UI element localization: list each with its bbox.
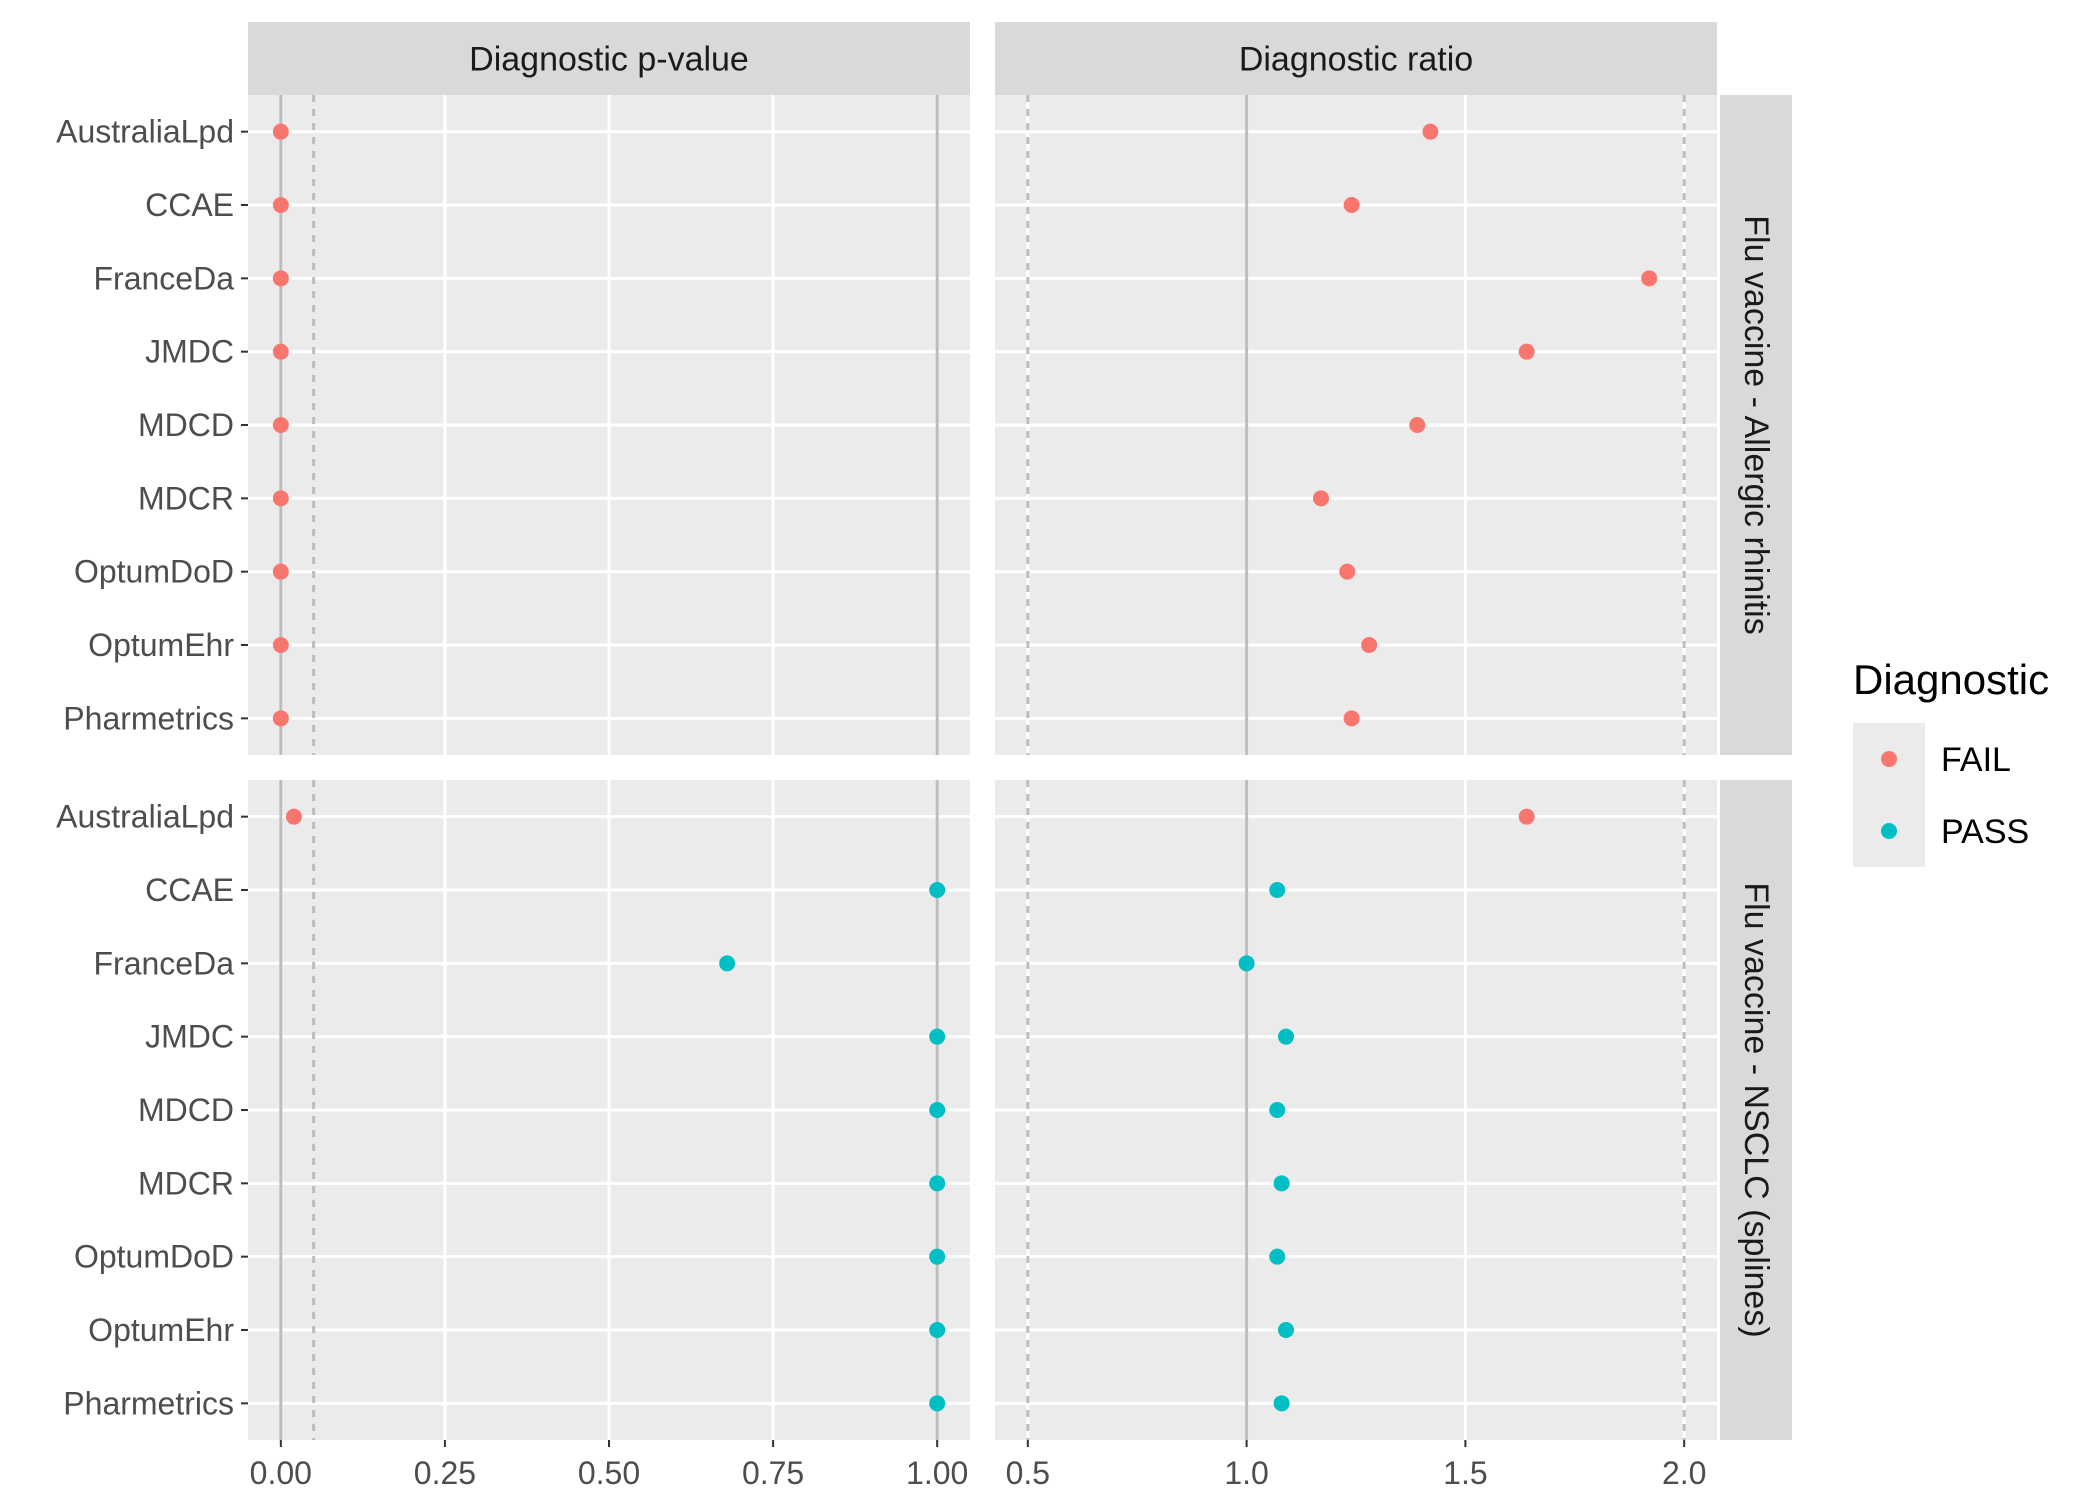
data-point-franceda (1641, 270, 1658, 287)
data-point-franceda (272, 270, 289, 287)
data-point-mdcr (272, 490, 289, 507)
data-point-optumehr (929, 1322, 946, 1338)
y-tick-label-ccae: CCAE (145, 187, 234, 223)
legend-label-pass: PASS (1941, 813, 2029, 851)
data-point-optumehr (1361, 637, 1378, 653)
data-point-mdcd (1409, 417, 1426, 433)
points-r0-c1 (1312, 123, 1658, 727)
y-tick-label-australialpd: AustraliaLpd (56, 114, 234, 150)
y-tick-label-optumdod: OptumDoD (74, 554, 234, 590)
data-point-mdcr (1273, 1175, 1290, 1192)
data-point-pharmetrics (1343, 710, 1360, 727)
points-r1-c1 (1238, 808, 1535, 1412)
panels (248, 95, 1717, 1440)
panel-r0-c0 (248, 95, 970, 755)
y-tick-label-mdcr: MDCR (138, 1165, 234, 1201)
data-point-optumdod (1269, 1248, 1286, 1265)
panel-r1-c0 (248, 780, 970, 1440)
legend: Diagnostic FAIL PASS (1853, 656, 2049, 867)
x-tick-label: 0.75 (742, 1455, 804, 1491)
row-strip-background (1720, 780, 1792, 1440)
x-tick-label: 1.5 (1443, 1455, 1487, 1491)
x-axis-labels: 0.00 0.25 0.50 0.75 1.00 0.5 1.0 1.5 2.0 (250, 1440, 1706, 1491)
points-r1-c0 (285, 808, 946, 1412)
data-point-pharmetrics (929, 1395, 946, 1412)
y-axis-labels: AustraliaLpd CCAE FranceDa JMDC MDCD MDCR Optu… (56, 114, 248, 1421)
panel-r0-c1 (995, 95, 1717, 755)
panel-r1-c1 (995, 780, 1717, 1440)
data-point-ccae (1343, 197, 1360, 213)
x-tick-label: 1.0 (1224, 1455, 1268, 1491)
x-tick-label: 0.25 (414, 1455, 476, 1491)
y-tick-label-australialpd: AustraliaLpd (56, 799, 234, 835)
data-point-mdcd (272, 417, 289, 433)
y-tick-label-mdcr: MDCR (138, 480, 234, 516)
y-tick-label-mdcd: MDCD (138, 407, 234, 443)
data-point-optumehr (1277, 1322, 1294, 1338)
y-tick-label-pharmetrics: Pharmetrics (63, 1385, 234, 1421)
legend-key-fail (1881, 751, 1897, 767)
x-tick-label: 2.0 (1662, 1455, 1706, 1491)
legend-key-pass (1881, 823, 1897, 839)
data-point-jmdc (1277, 1028, 1294, 1045)
y-tick-label-optumdod: OptumDoD (74, 1239, 234, 1275)
data-point-australialpd (1518, 808, 1535, 825)
data-point-ccae (929, 882, 946, 898)
y-tick-label-mdcd: MDCD (138, 1092, 234, 1128)
row-strip-background (1720, 95, 1792, 755)
column-strip-background (995, 22, 1717, 95)
data-point-jmdc (1518, 343, 1535, 360)
data-point-australialpd (1422, 123, 1439, 140)
legend-label-fail: FAIL (1941, 741, 2011, 779)
data-point-australialpd (285, 808, 302, 825)
column-strip-background (248, 22, 970, 95)
data-point-ccae (272, 197, 289, 213)
data-point-optumehr (272, 637, 289, 653)
y-tick-label-pharmetrics: Pharmetrics (63, 700, 234, 736)
data-point-optumdod (929, 1248, 946, 1265)
points-r0-c0 (272, 123, 289, 727)
x-tick-label: 1.00 (906, 1455, 968, 1491)
y-tick-label-optumehr: OptumEhr (88, 1312, 234, 1348)
x-tick-label: 0.50 (578, 1455, 640, 1491)
data-point-franceda (1238, 955, 1255, 972)
data-point-pharmetrics (272, 710, 289, 727)
data-point-jmdc (272, 343, 289, 360)
y-tick-label-optumehr: OptumEhr (88, 627, 234, 663)
data-point-mdcd (1269, 1102, 1286, 1118)
x-tick-label: 0.5 (1006, 1455, 1050, 1491)
data-point-franceda (719, 955, 736, 972)
y-tick-label-ccae: CCAE (145, 872, 234, 908)
y-tick-label-franceda: FranceDa (94, 945, 235, 981)
legend-title: Diagnostic (1853, 656, 2049, 703)
column-strip-label-diagnostic-p-value: Diagnostic p-value (469, 41, 749, 79)
y-tick-label-jmdc: JMDC (145, 1019, 234, 1055)
x-tick-label: 0.00 (250, 1455, 312, 1491)
row-strip-label-flu-vaccine-nsclc-splines: Flu vaccine - NSCLC (splines) (1737, 882, 1775, 1337)
facet-strips: Diagnostic p-value Diagnostic ratio Flu va… (248, 22, 1792, 1440)
legend-key-background (1853, 723, 1925, 867)
y-tick-label-franceda: FranceDa (94, 260, 235, 296)
data-point-australialpd (272, 123, 289, 140)
data-point-pharmetrics (1273, 1395, 1290, 1412)
data-point-mdcr (929, 1175, 946, 1192)
row-strip-label-flu-vaccine-allergic-rhinitis: Flu vaccine - Allergic rhinitis (1737, 215, 1775, 634)
data-point-mdcd (929, 1102, 946, 1118)
column-strip-label-diagnostic-ratio: Diagnostic ratio (1239, 41, 1473, 79)
data-point-jmdc (929, 1028, 946, 1045)
data-point-optumdod (1339, 563, 1356, 580)
y-tick-label-jmdc: JMDC (145, 334, 234, 370)
data-point-optumdod (272, 563, 289, 580)
data-point-mdcr (1312, 490, 1329, 507)
data-point-ccae (1269, 882, 1286, 898)
